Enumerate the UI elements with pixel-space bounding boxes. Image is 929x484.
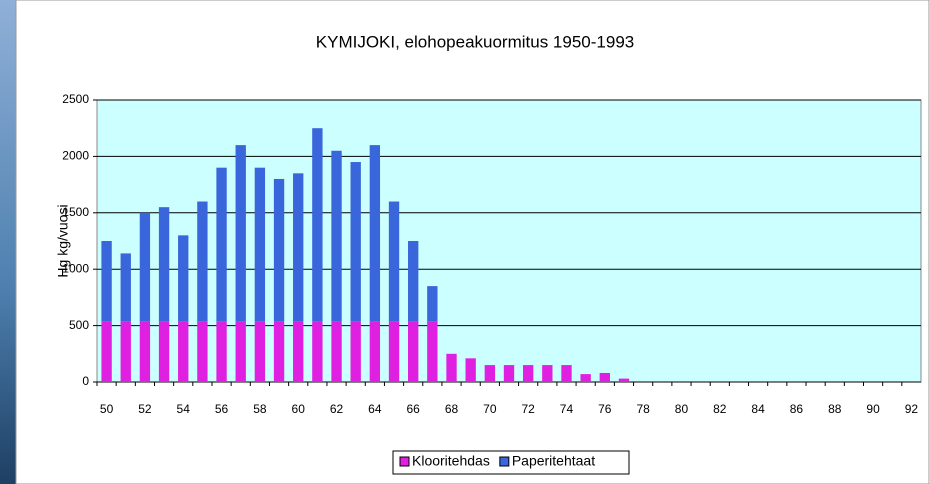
bar-segment [274,321,284,382]
bar-segment [389,321,399,382]
x-tick-label: 56 [215,402,229,416]
bar-segment [216,321,226,382]
x-tick-label: 68 [445,402,459,416]
bar-segment [159,207,169,321]
bar-segment [159,321,169,382]
x-tick-label: 74 [560,402,574,416]
bar-segment [312,321,322,382]
bar-segment [293,321,303,382]
bar-segment [236,145,246,321]
page: {"chart_data": {"type": "stacked-bar", "… [0,0,929,484]
bar-segment [101,321,111,382]
y-tick-label: 1000 [62,261,89,275]
bar-segment [370,145,380,321]
x-tick-label: 88 [828,402,842,416]
bar-segment [197,321,207,382]
bar-segment [600,373,610,382]
bar-segment [427,286,437,321]
legend-label: Klooritehdas [412,453,490,469]
y-tick-label: 500 [69,318,89,332]
legend-label: Paperitehtaat [512,453,595,469]
bar-segment [504,365,514,382]
bar-segment [255,168,265,321]
y-tick-label: 1500 [62,205,89,219]
x-tick-label: 90 [866,402,880,416]
x-tick-label: 70 [483,402,497,416]
bar-segment [121,321,131,382]
y-tick-label: 2000 [62,149,89,163]
bar-segment [216,168,226,321]
bar-segment [408,241,418,321]
legend-swatch [400,457,409,466]
bar-segment [293,173,303,321]
x-tick-label: 82 [713,402,727,416]
bar-segment [427,321,437,382]
legend-swatch [500,457,509,466]
x-tick-label: 52 [138,402,152,416]
x-tick-label: 84 [751,402,765,416]
bar-segment [446,354,456,382]
bar-segment [236,321,246,382]
bar-segment [140,321,150,382]
bar-segment [523,365,533,382]
x-tick-label: 80 [675,402,689,416]
bar-segment [561,365,571,382]
chart-title: KYMIJOKI, elohopeakuormitus 1950-1993 [316,32,634,51]
bar-segment [331,151,341,321]
bar-segment [542,365,552,382]
bar-segment [255,321,265,382]
x-tick-label: 66 [407,402,421,416]
bar-segment [331,321,341,382]
bar-segment [178,321,188,382]
bar-segment [101,241,111,321]
x-tick-label: 86 [790,402,804,416]
y-tick-label: 0 [82,374,89,388]
bar-segment [408,321,418,382]
background-strip [0,0,16,484]
bar-segment [485,365,495,382]
x-tick-label: 58 [253,402,267,416]
x-tick-label: 62 [330,402,344,416]
x-tick-label: 60 [292,402,306,416]
x-tick-label: 54 [177,402,191,416]
bar-segment [197,202,207,322]
bar-segment [140,213,150,321]
chart: KYMIJOKI, elohopeakuormitus 1950-1993 Hg… [0,0,929,484]
x-tick-label: 64 [368,402,382,416]
bar-segment [312,128,322,321]
x-tick-label: 92 [905,402,919,416]
y-tick-label: 2500 [62,92,89,106]
x-tick-label: 50 [100,402,114,416]
bar-segment [121,253,131,321]
bar-segment [178,235,188,321]
bar-segment [351,321,361,382]
x-tick-label: 76 [598,402,612,416]
bar-segment [274,179,284,321]
bar-segment [619,379,629,382]
bar-segment [370,321,380,382]
x-tick-label: 72 [521,402,535,416]
bar-segment [389,202,399,322]
x-tick-label: 78 [636,402,650,416]
bar-segment [466,358,476,382]
bar-segment [351,162,361,321]
bar-segment [580,374,590,382]
